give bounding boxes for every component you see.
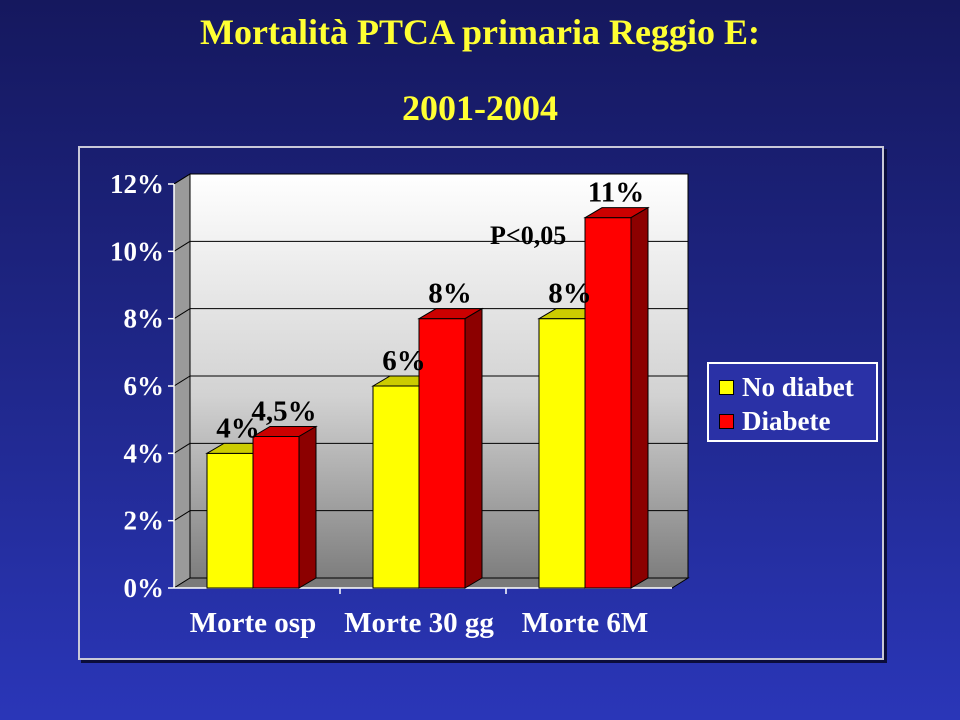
y-tick-label: 10% bbox=[110, 236, 164, 266]
data-label: 4% bbox=[216, 412, 260, 444]
legend-swatch-diabete bbox=[719, 413, 734, 429]
chart-title: Mortalità PTCA primaria Reggio E: bbox=[200, 12, 760, 52]
legend: No diabet Diabete bbox=[707, 362, 878, 442]
bar-front bbox=[372, 385, 420, 589]
bar-front bbox=[538, 318, 586, 589]
y-tick-label: 4% bbox=[124, 438, 165, 468]
bar-diabete-1 bbox=[417, 307, 484, 589]
x-tick-label: Morte osp bbox=[190, 607, 316, 639]
bar-diabete-2 bbox=[583, 206, 650, 589]
legend-item-diabete: Diabete bbox=[719, 404, 876, 438]
legend-item-no-diabet: No diabet bbox=[719, 370, 876, 404]
bar-side bbox=[298, 425, 317, 589]
gridline-side bbox=[173, 308, 191, 320]
gridline-side bbox=[173, 510, 191, 522]
bar-diabete-0 bbox=[251, 425, 318, 589]
chart-frame bbox=[78, 146, 884, 660]
y-tick-label: 12% bbox=[110, 169, 164, 199]
gridline-side bbox=[173, 375, 191, 387]
gridline-side bbox=[173, 442, 191, 454]
y-tick-label: 6% bbox=[124, 371, 165, 401]
chart-subtitle: 2001-2004 bbox=[402, 88, 558, 128]
gridline-side bbox=[173, 173, 191, 185]
data-label: 11% bbox=[588, 177, 644, 209]
bar-front bbox=[206, 452, 254, 589]
legend-label-no-diabet: No diabet bbox=[742, 371, 854, 402]
bar-side bbox=[464, 307, 483, 589]
x-tick-label: Morte 30 gg bbox=[344, 607, 494, 639]
p-value-annotation: P<0,05 bbox=[490, 221, 566, 250]
legend-label-diabete: Diabete bbox=[742, 405, 831, 436]
legend-swatch-no-diabet bbox=[719, 379, 734, 395]
data-label: 8% bbox=[548, 278, 592, 310]
x-tick-label: Morte 6M bbox=[522, 607, 648, 639]
gridline-side bbox=[173, 240, 191, 252]
data-label: 6% bbox=[382, 345, 426, 377]
bar-side bbox=[630, 206, 649, 589]
bar-front bbox=[252, 436, 300, 589]
bar-front bbox=[418, 318, 466, 589]
y-tick-label: 0% bbox=[124, 573, 165, 603]
y-tick-label: 8% bbox=[124, 304, 165, 334]
y-tick-label: 2% bbox=[124, 506, 165, 536]
data-label: 8% bbox=[428, 278, 472, 310]
bar-front bbox=[584, 217, 632, 589]
data-label: 4,5% bbox=[251, 396, 316, 428]
